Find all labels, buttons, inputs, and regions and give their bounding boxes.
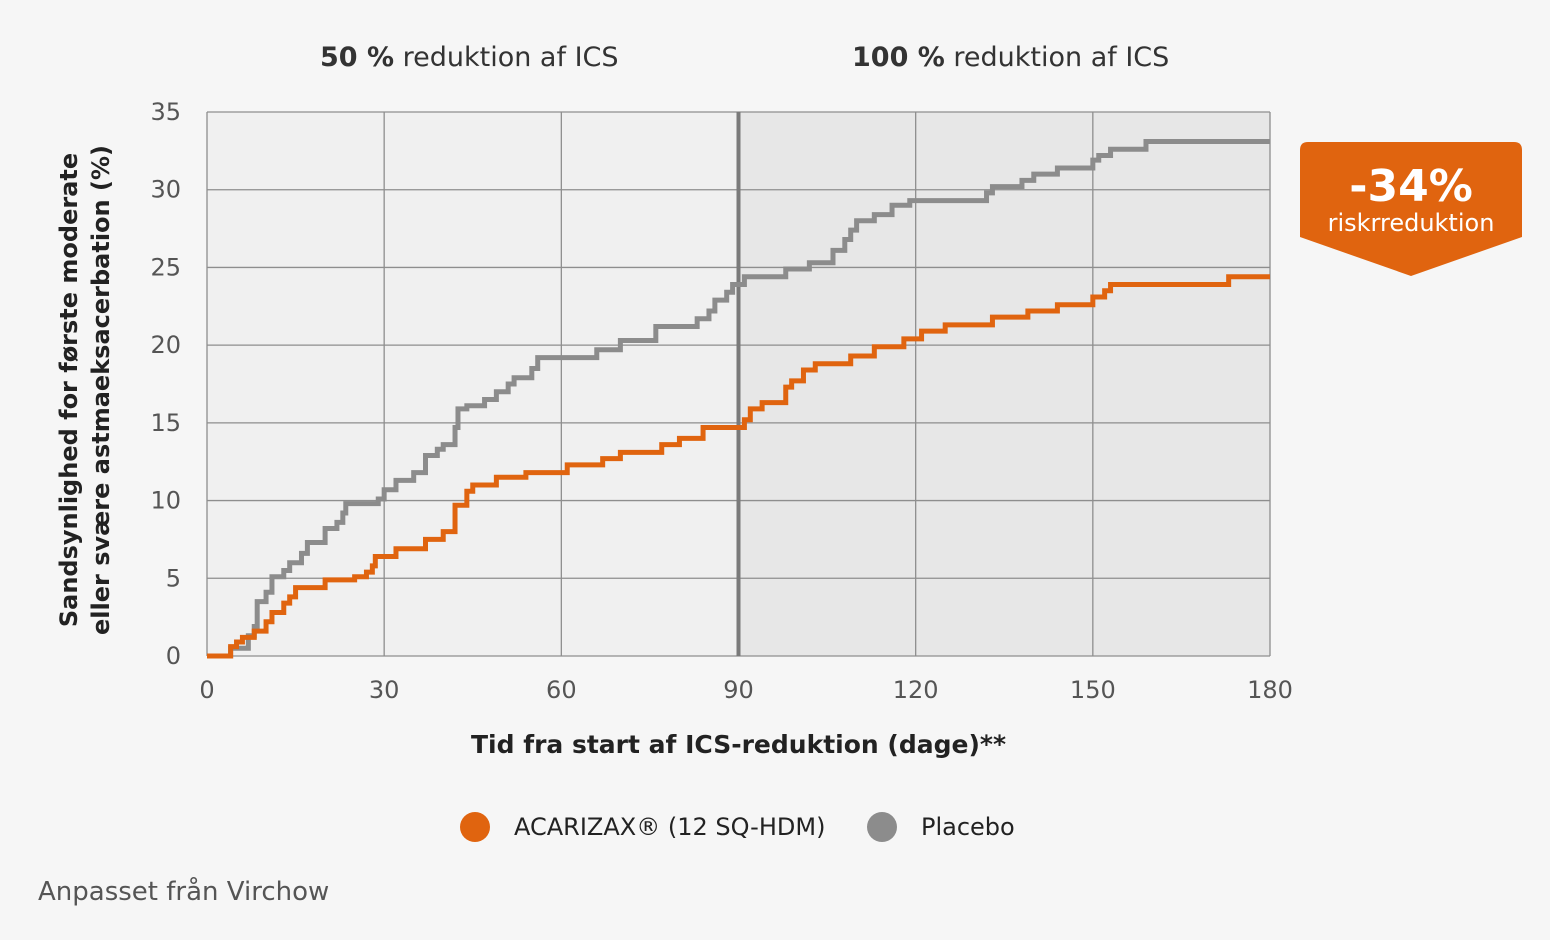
- x-tick-label: 0: [199, 676, 214, 704]
- risk-reduction-badge-shape: [1300, 142, 1522, 276]
- y-tick-label: 25: [150, 253, 181, 281]
- y-axis-label-wrap: Sandsynlighed for første moderate eller …: [10, 100, 160, 680]
- badge-value: -34%: [1349, 161, 1473, 212]
- phase2-text: reduktion af ICS: [953, 42, 1170, 73]
- y-axis-label-line2: eller svære astmaeksacerbation (%): [87, 145, 115, 635]
- legend-item-acarizax: ACARIZAX® (12 SQ-HDM): [460, 812, 825, 842]
- y-tick-label: 20: [150, 331, 181, 359]
- series-line-placebo: [207, 139, 1270, 659]
- x-tick-label: 180: [1247, 676, 1293, 704]
- x-tick-label: 90: [723, 676, 754, 704]
- y-tick-label: 15: [150, 409, 181, 437]
- series-line-acarizax: [207, 274, 1270, 659]
- phase-label-100: 100 % reduktion af ICS: [852, 42, 1169, 73]
- legend-label-placebo: Placebo: [921, 813, 1015, 841]
- phase-label-50: 50 % reduktion af ICS: [320, 42, 619, 73]
- source-note: Anpasset från Virchow: [38, 877, 330, 907]
- x-tick-label: 150: [1070, 676, 1116, 704]
- risk-reduction-badge: -34% riskrreduktion: [1300, 142, 1522, 237]
- x-tick-label: 60: [546, 676, 577, 704]
- phase1-text: reduktion af ICS: [402, 42, 619, 73]
- legend-label-acarizax: ACARIZAX® (12 SQ-HDM): [514, 813, 826, 841]
- plot-area-phase1: [207, 112, 739, 656]
- y-tick-label: 10: [150, 487, 181, 515]
- y-axis-label: Sandsynlighed for første moderate eller …: [53, 145, 117, 635]
- plot-area-phase2: [738, 112, 1270, 656]
- y-tick-label: 35: [150, 98, 181, 126]
- legend: ACARIZAX® (12 SQ-HDM) Placebo: [0, 812, 1550, 848]
- legend-dot-placebo: [867, 812, 897, 842]
- legend-item-placebo: Placebo: [867, 812, 1015, 842]
- y-tick-label: 30: [150, 176, 181, 204]
- phase1-bold: 50 %: [320, 42, 395, 73]
- y-tick-label: 5: [166, 564, 181, 592]
- x-tick-label: 120: [893, 676, 939, 704]
- x-tick-label: 30: [369, 676, 400, 704]
- y-axis-label-line1: Sandsynlighed for første moderate: [55, 152, 83, 628]
- legend-dot-acarizax: [460, 812, 490, 842]
- y-tick-label: 0: [166, 642, 181, 670]
- phase2-bold: 100 %: [852, 42, 945, 73]
- badge-arrow-shape: [1300, 142, 1522, 276]
- x-axis-label: Tid fra start af ICS-reduktion (dage)**: [470, 730, 1007, 759]
- badge-text: riskrreduktion: [1327, 209, 1495, 237]
